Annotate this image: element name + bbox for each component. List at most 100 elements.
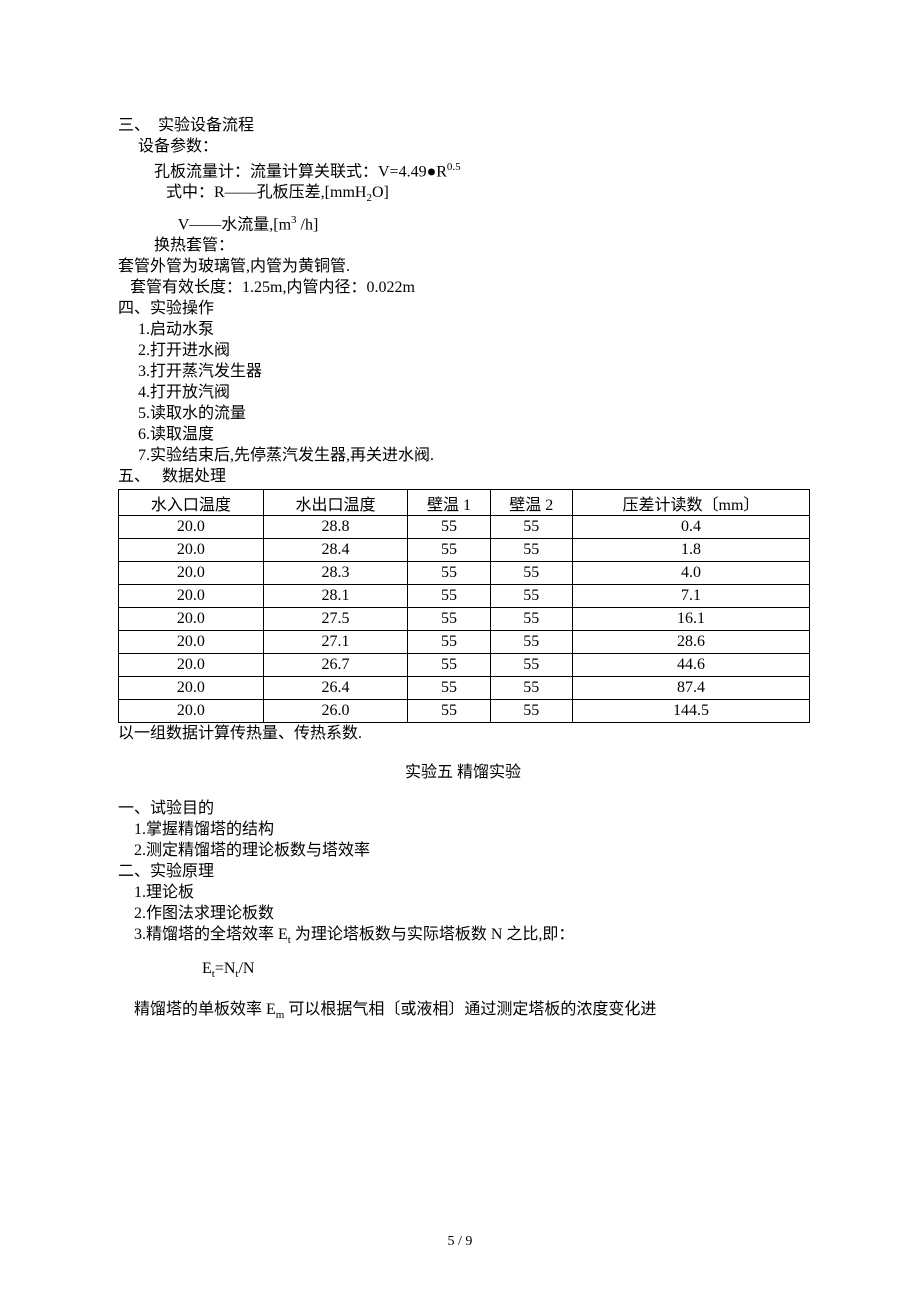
- document-page: 三、 实验设备流程 设备参数： 孔板流量计：流量计算关联式：V=4.49●R0.…: [0, 0, 920, 1302]
- table-cell: 0.4: [572, 515, 809, 538]
- table-cell: 20.0: [119, 561, 264, 584]
- table-header-row: 水入口温度水出口温度壁温 1壁温 2压差计读数〔mm〕: [119, 489, 810, 515]
- section3-line: 换热套管：: [118, 235, 808, 256]
- table-cell: 20.0: [119, 699, 264, 722]
- text: O]: [372, 184, 389, 201]
- text: /h]: [297, 216, 319, 233]
- exp5-s1-item: 1.掌握精馏塔的结构: [118, 819, 808, 840]
- table-header-cell: 压差计读数〔mm〕: [572, 489, 809, 515]
- table-cell: 55: [490, 561, 572, 584]
- table-row: 20.027.5555516.1: [119, 607, 810, 630]
- exp5-s1-heading: 一、试验目的: [118, 798, 808, 819]
- text: 孔板流量计：流量计算关联式：V=4.49●R: [118, 163, 447, 180]
- table-cell: 20.0: [119, 607, 264, 630]
- exp5-s2-item: 精馏塔的单板效率 Em 可以根据气相〔或液相〕通过测定塔板的浓度变化进: [118, 992, 808, 1033]
- text: 3.精馏塔的全塔效率 E: [118, 926, 288, 943]
- text: V——水流量,[m: [118, 216, 291, 233]
- table-cell: 1.8: [572, 538, 809, 561]
- table-header-cell: 水出口温度: [263, 489, 408, 515]
- table-cell: 20.0: [119, 653, 264, 676]
- section3-line: 式中：R——孔板压差,[mmH2O]: [118, 182, 808, 209]
- table-cell: 20.0: [119, 676, 264, 699]
- section3-line: 孔板流量计：流量计算关联式：V=4.49●R0.5: [118, 157, 808, 182]
- table-cell: 20.0: [119, 538, 264, 561]
- section3-line: 套管有效长度：1.25m,内管内径：0.022m: [118, 277, 808, 298]
- table-cell: 55: [490, 607, 572, 630]
- table-cell: 55: [408, 607, 490, 630]
- section4-item: 7.实验结束后,先停蒸汽发生器,再关进水阀.: [118, 445, 808, 466]
- table-row: 20.026.4555587.4: [119, 676, 810, 699]
- exp5-s1-item: 2.测定精馏塔的理论板数与塔效率: [118, 840, 808, 861]
- exp5-s2-heading: 二、实验原理: [118, 861, 808, 882]
- text: 精馏塔的单板效率 E: [118, 1001, 276, 1018]
- superscript: 0.5: [447, 161, 461, 173]
- table-cell: 26.7: [263, 653, 408, 676]
- table-cell: 20.0: [119, 515, 264, 538]
- table-cell: 28.8: [263, 515, 408, 538]
- table-cell: 28.4: [263, 538, 408, 561]
- table-cell: 28.1: [263, 584, 408, 607]
- table-cell: 26.4: [263, 676, 408, 699]
- table-cell: 55: [490, 538, 572, 561]
- exp5-s2-item: 1.理论板: [118, 882, 808, 903]
- table-row: 20.028.855550.4: [119, 515, 810, 538]
- table-cell: 20.0: [119, 584, 264, 607]
- data-table: 水入口温度水出口温度壁温 1壁温 2压差计读数〔mm〕 20.028.85555…: [118, 489, 810, 723]
- table-cell: 55: [490, 676, 572, 699]
- table-cell: 55: [408, 630, 490, 653]
- table-header-cell: 水入口温度: [119, 489, 264, 515]
- table-row: 20.028.155557.1: [119, 584, 810, 607]
- exp5-s2-item: 2.作图法求理论板数: [118, 903, 808, 924]
- table-cell: 55: [408, 699, 490, 722]
- page-number: 5 / 9: [0, 1234, 920, 1250]
- section4-item: 1.启动水泵: [118, 319, 808, 340]
- table-cell: 55: [408, 515, 490, 538]
- section4-item: 6.读取温度: [118, 424, 808, 445]
- table-cell: 55: [408, 584, 490, 607]
- text: 式中：R——孔板压差,[mmH: [118, 184, 366, 201]
- table-cell: 55: [490, 699, 572, 722]
- section4-heading: 四、实验操作: [118, 298, 808, 319]
- exp5-s2-item: 3.精馏塔的全塔效率 Et 为理论塔板数与实际塔板数 N 之比,即：: [118, 924, 808, 951]
- table-cell: 26.0: [263, 699, 408, 722]
- text: 可以根据气相〔或液相〕通过测定塔板的浓度变化进: [284, 1001, 656, 1018]
- table-cell: 55: [408, 561, 490, 584]
- section5-footnote: 以一组数据计算传热量、传热系数.: [118, 723, 808, 744]
- table-cell: 27.5: [263, 607, 408, 630]
- table-cell: 55: [408, 676, 490, 699]
- text: =N: [215, 960, 236, 977]
- table-cell: 87.4: [572, 676, 809, 699]
- section3-line: V——水流量,[m3 /h]: [118, 210, 808, 235]
- table-header-cell: 壁温 2: [490, 489, 572, 515]
- experiment5-title: 实验五 精馏实验: [118, 758, 808, 782]
- text: E: [118, 960, 212, 977]
- table-cell: 55: [408, 653, 490, 676]
- exp5-s2-formula: Et=Nt/N: [118, 951, 808, 992]
- section5-heading: 五、 数据处理: [118, 466, 808, 487]
- table-cell: 144.5: [572, 699, 809, 722]
- table-cell: 55: [490, 630, 572, 653]
- table-header-cell: 壁温 1: [408, 489, 490, 515]
- table-cell: 28.6: [572, 630, 809, 653]
- section3-heading: 三、 实验设备流程: [118, 115, 808, 136]
- table-cell: 16.1: [572, 607, 809, 630]
- table-cell: 28.3: [263, 561, 408, 584]
- table-cell: 7.1: [572, 584, 809, 607]
- section4-item: 3.打开蒸汽发生器: [118, 361, 808, 382]
- section3-line: 设备参数：: [118, 136, 808, 157]
- text: /N: [238, 960, 254, 977]
- table-row: 20.026.05555144.5: [119, 699, 810, 722]
- table-row: 20.026.7555544.6: [119, 653, 810, 676]
- section4-item: 2.打开进水阀: [118, 340, 808, 361]
- table-cell: 55: [490, 584, 572, 607]
- table-cell: 20.0: [119, 630, 264, 653]
- table-cell: 4.0: [572, 561, 809, 584]
- table-cell: 27.1: [263, 630, 408, 653]
- section4-item: 4.打开放汽阀: [118, 382, 808, 403]
- section3-line: 套管外管为玻璃管,内管为黄铜管.: [118, 256, 808, 277]
- table-cell: 44.6: [572, 653, 809, 676]
- table-row: 20.028.355554.0: [119, 561, 810, 584]
- table-row: 20.027.1555528.6: [119, 630, 810, 653]
- table-cell: 55: [490, 515, 572, 538]
- text: 为理论塔板数与实际塔板数 N 之比,即：: [291, 926, 575, 943]
